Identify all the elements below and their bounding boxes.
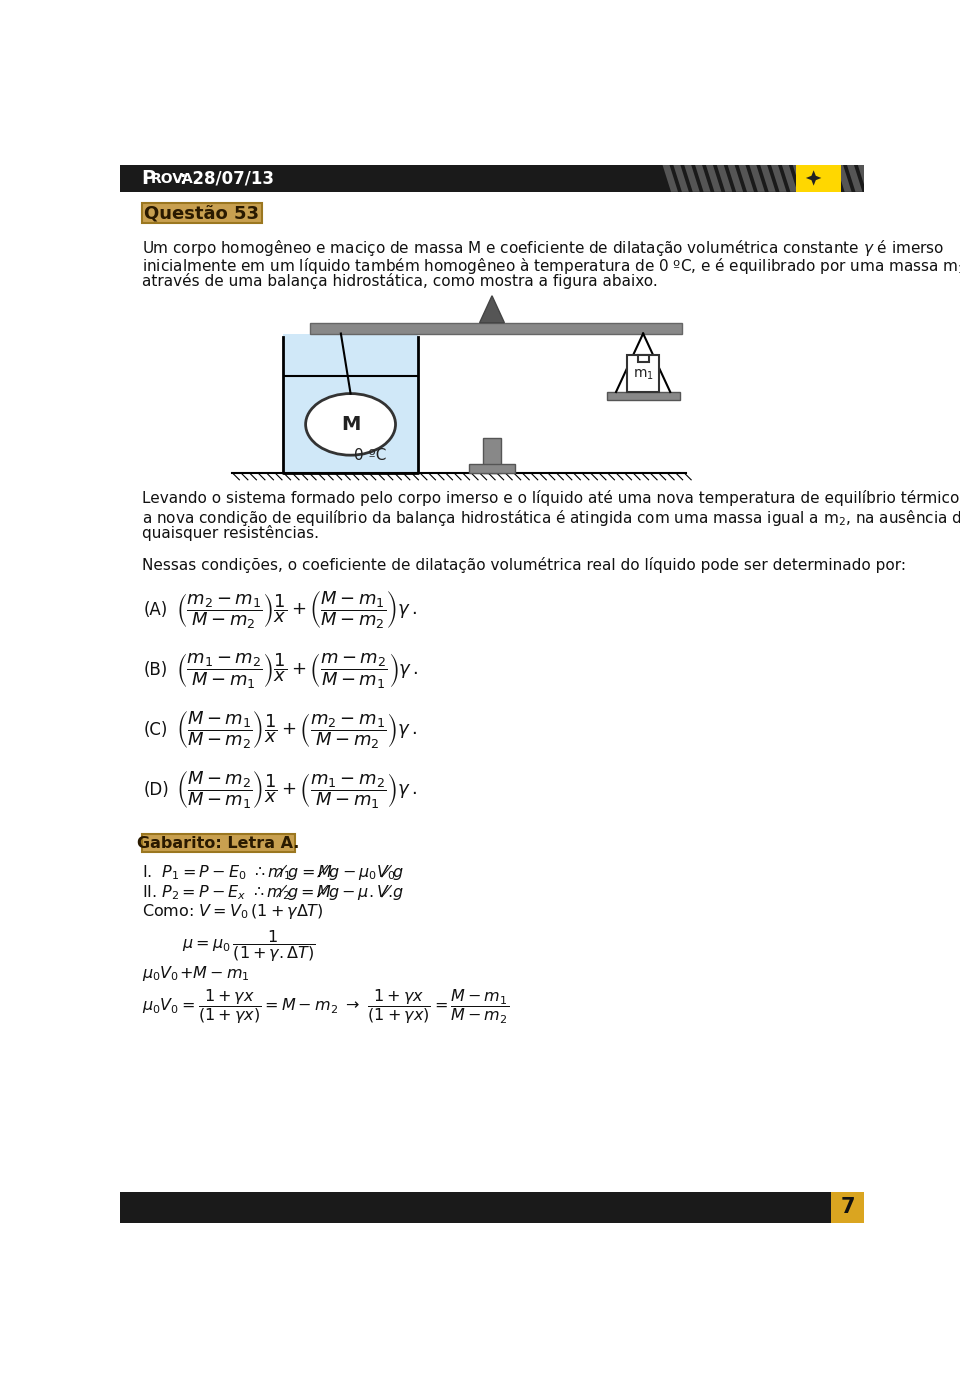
Ellipse shape (305, 393, 396, 455)
Bar (627, 354, 660, 392)
Polygon shape (836, 165, 852, 192)
Bar (142, 834, 295, 852)
Bar (120, 1193, 864, 1223)
Text: $\mu_0V_0=\dfrac{1+\gamma x}{(1+\gamma x)}=M-m_2\ \rightarrow\ \dfrac{1+\gamma x: $\mu_0V_0=\dfrac{1+\gamma x}{(1+\gamma x… (142, 988, 509, 1026)
Bar (468, 463, 516, 473)
Polygon shape (800, 164, 828, 192)
Bar (796, 165, 841, 192)
Text: m$_1$: m$_1$ (633, 368, 654, 382)
Polygon shape (771, 165, 786, 192)
Polygon shape (793, 165, 808, 192)
Polygon shape (706, 165, 721, 192)
Polygon shape (781, 165, 798, 192)
Polygon shape (738, 165, 754, 192)
Polygon shape (858, 165, 874, 192)
Text: (C): (C) (143, 721, 168, 739)
Bar (120, 165, 864, 192)
Text: inicialmente em um líquido também homogêneo à temperatura de 0 ºC, e é equilibra: inicialmente em um líquido também homogê… (142, 256, 960, 276)
Text: $\mu=\mu_0\,\dfrac{1}{(1+\gamma.\Delta T)}$: $\mu=\mu_0\,\dfrac{1}{(1+\gamma.\Delta T… (142, 927, 315, 965)
Polygon shape (803, 168, 825, 188)
Polygon shape (869, 165, 884, 192)
Polygon shape (684, 165, 700, 192)
Polygon shape (662, 165, 678, 192)
Text: Um corpo homogêneo e maciço de massa M e coeficiente de dilatação volumétrica co: Um corpo homogêneo e maciço de massa M e… (142, 238, 944, 258)
Polygon shape (805, 170, 822, 185)
Text: Levando o sistema formado pelo corpo imerso e o líquido até uma nova temperatura: Levando o sistema formado pelo corpo ime… (142, 489, 960, 506)
Polygon shape (804, 165, 819, 192)
Text: 0 ºC: 0 ºC (354, 448, 387, 463)
Text: através de uma balança hidrostática, como mostra a figura abaixo.: através de uma balança hidrostática, com… (142, 273, 658, 290)
Text: 7: 7 (840, 1198, 855, 1217)
Text: $\mu_0V_0\!+\!M-m_1$: $\mu_0V_0\!+\!M-m_1$ (142, 965, 250, 984)
Polygon shape (695, 165, 710, 192)
Text: Como: $V=V_0\,(1+\gamma\Delta T)$: Como: $V=V_0\,(1+\gamma\Delta T)$ (142, 901, 324, 921)
Polygon shape (814, 165, 829, 192)
Bar (142, 203, 262, 224)
Polygon shape (673, 165, 689, 192)
Polygon shape (480, 295, 504, 323)
Text: M: M (341, 415, 360, 434)
Polygon shape (728, 165, 743, 192)
Text: I.  $P_1=P-E_0\ \therefore m_1\!\not{g}=M\!\not{g}-\mu_0V_0\!\not{g}$: I. $P_1=P-E_0\ \therefore m_1\!\not{g}=M… (142, 861, 404, 882)
Polygon shape (717, 165, 732, 192)
Text: a nova condição de equilíbrio da balança hidrostática é atingida com uma massa i: a nova condição de equilíbrio da balança… (142, 507, 960, 528)
Bar (484, 438, 500, 473)
Text: $\left(\dfrac{M-m_2}{M-m_1}\right)\dfrac{1}{x}+\left(\dfrac{m_1-m_2}{M-m_1}\righ: $\left(\dfrac{M-m_2}{M-m_1}\right)\dfrac… (176, 769, 417, 811)
Text: Nessas condições, o coeficiente de dilatação volumétrica real do líquido pode se: Nessas condições, o coeficiente de dilat… (142, 556, 905, 573)
Polygon shape (750, 165, 765, 192)
Text: (D): (D) (143, 782, 169, 800)
Text: Gabarito: Letra A.: Gabarito: Letra A. (137, 835, 300, 851)
Text: $\left(\dfrac{m_1-m_2}{M-m_1}\right)\dfrac{1}{x}+\left(\dfrac{m-m_2}{M-m_1}\righ: $\left(\dfrac{m_1-m_2}{M-m_1}\right)\dfr… (176, 650, 419, 690)
Text: (A): (A) (143, 600, 167, 618)
Polygon shape (847, 165, 862, 192)
Bar (310, 323, 682, 334)
Text: P: P (142, 169, 156, 188)
Text: ROVA: ROVA (151, 172, 194, 185)
Polygon shape (826, 165, 841, 192)
Bar (607, 392, 681, 400)
Polygon shape (760, 165, 776, 192)
Text: quaisquer resistências.: quaisquer resistências. (142, 525, 319, 541)
Text: (B): (B) (143, 661, 167, 679)
Text: $\left(\dfrac{m_2-m_1}{M-m_2}\right)\dfrac{1}{x}+\left(\dfrac{M-m_1}{M-m_2}\righ: $\left(\dfrac{m_2-m_1}{M-m_2}\right)\dfr… (176, 589, 417, 631)
Bar (637, 354, 649, 361)
Text: : 28/07/13: : 28/07/13 (180, 170, 275, 188)
Text: Questão 53: Questão 53 (144, 205, 259, 223)
Bar (831, 1193, 864, 1223)
Bar (283, 334, 419, 473)
Text: II. $P_2=P-E_x\ \therefore m_2\!\not{g}=M\!\not{g}-\mu.V.\!\not{g}$: II. $P_2=P-E_x\ \therefore m_2\!\not{g}=… (142, 882, 404, 901)
Text: $\left(\dfrac{M-m_1}{M-m_2}\right)\dfrac{1}{x}+\left(\dfrac{m_2-m_1}{M-m_2}\righ: $\left(\dfrac{M-m_1}{M-m_2}\right)\dfrac… (176, 709, 417, 750)
